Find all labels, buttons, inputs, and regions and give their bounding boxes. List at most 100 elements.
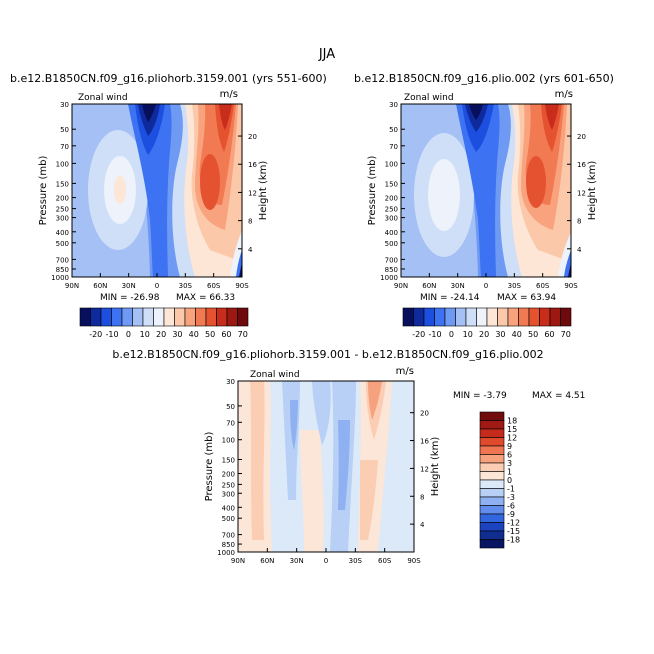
panel-left-colorbar-swatch (216, 307, 228, 327)
panel-right-colorbar-swatch (423, 307, 435, 327)
panel-right-y-axis-label: Pressure (mb) (367, 156, 378, 226)
panel-diff-height-tick-label: 12 (420, 465, 429, 473)
panel-left-colorbar-label: 70 (238, 330, 248, 339)
panel-diff-y-tick-label: 250 (222, 481, 235, 489)
panel-right-y-tick-label: 500 (385, 240, 398, 248)
panel-right-colorbar-swatch (465, 307, 477, 327)
panel-left-x-tick-label: 60S (207, 282, 221, 290)
panel-right-colorbar-swatch (497, 307, 509, 327)
panel-left-units: m/s (220, 89, 238, 100)
panel-left-height-tick-label: 8 (248, 218, 252, 226)
panel-left-height-tick-label: 20 (248, 133, 257, 141)
panel-left-y-tick-label: 500 (56, 240, 69, 248)
panel-left-variable: Zonal wind (78, 93, 128, 103)
panel-diff-colorbar-label: 1 (507, 468, 512, 477)
panel-diff-height-tick-label: 8 (420, 493, 424, 501)
panel-right-y-tick-label: 200 (385, 195, 398, 203)
panel-right-colorbar-label: 50 (528, 330, 538, 339)
panel-right-colorbar-label: 70 (561, 330, 571, 339)
panel-left-colorbar-swatch (226, 307, 238, 327)
panel-diff-colorbar-label: 3 (507, 459, 512, 468)
panel-diff-x-tick-label: 30N (290, 557, 304, 565)
panel-diff-colorbar-label: -1 (507, 485, 515, 494)
panel-right-y-tick-label: 1000 (380, 274, 398, 282)
panel-left-y-axis-label: Pressure (mb) (38, 156, 49, 226)
panel-left-colorbar-swatch (195, 307, 207, 327)
panel-right-title: b.e12.B1850CN.f09_g16.plio.002 (yrs 601-… (354, 72, 614, 85)
panel-diff-height-tick-label: 20 (420, 410, 429, 418)
panel-right-colorbar-swatch (455, 307, 467, 327)
panel-right-x-tick-label: 60N (422, 282, 436, 290)
panel-left-colorbar: -20 -10 0 10 20 30 40 50 60 70 (79, 307, 249, 339)
panel-right-y-tick-label: 250 (385, 206, 398, 214)
panel-left-y-tick-label: 100 (56, 160, 69, 168)
panel-diff-max: MAX = 4.51 (532, 391, 585, 401)
panel-diff-colorbar-label: 0 (507, 476, 512, 485)
panel-right-y-tick-label: 850 (385, 266, 398, 274)
panel-right-colorbar-label: 0 (449, 330, 454, 339)
panel-diff-colorbar-swatch (479, 428, 505, 438)
panel-right-y-tick-label: 50 (389, 126, 398, 134)
panel-diff-x-tick-label: 30S (349, 557, 363, 565)
panel-left-y-tick-label: 1000 (51, 274, 69, 282)
panel-diff-height-axis-label: Height (km) (430, 437, 441, 497)
panel-right: b.e12.B1850CN.f09_g16.plio.002 (yrs 601-… (354, 72, 614, 339)
panel-diff-x-tick-label: 90N (231, 557, 245, 565)
panel-left-colorbar-swatch (205, 307, 217, 327)
panel-diff-y-tick-label: 200 (222, 471, 235, 479)
panel-right-x-tick-label: 0 (484, 282, 488, 290)
panel-diff-y-tick-label: 30 (226, 378, 235, 386)
panel-right-x-tick-label: 30S (508, 282, 522, 290)
panel-right-y-tick-label: 100 (385, 160, 398, 168)
panel-right-colorbar-swatch (402, 307, 414, 327)
panel-right-units: m/s (555, 89, 573, 100)
panel-left-y-tick-label: 70 (60, 143, 69, 151)
panel-diff-y-tick-label: 50 (226, 403, 235, 411)
panel-left-colorbar-swatch (142, 307, 154, 327)
panel-right-height-tick-label: 16 (577, 161, 586, 169)
panel-left-min: MIN = -26.98 (100, 293, 160, 303)
panel-diff-x-tick-label: 60S (378, 557, 392, 565)
panel-left-colorbar-swatch (163, 307, 175, 327)
panel-left-colorbar-swatch (184, 307, 196, 327)
panel-diff-colorbar-swatch (479, 479, 505, 489)
panel-diff-colorbar-swatch (479, 462, 505, 472)
panel-right-x-tick-label: 90N (394, 282, 408, 290)
panel-left-colorbar-label: -20 (89, 330, 102, 339)
panel-diff-y-tick-label: 400 (222, 504, 235, 512)
panel-diff-colorbar-label: -9 (507, 510, 515, 519)
panel-diff-y-tick-label: 850 (222, 541, 235, 549)
panel-right-height-tick-label: 12 (577, 189, 586, 197)
panel-diff-y-axis-label: Pressure (mb) (204, 432, 215, 502)
panel-diff-y-tick-label: 150 (222, 456, 235, 464)
panel-left-colorbar-label: 20 (156, 330, 166, 339)
panel-right-colorbar-label: 40 (512, 330, 522, 339)
panel-right-y-tick-label: 70 (389, 143, 398, 151)
panel-left-x-tick-label: 60N (93, 282, 107, 290)
panel-left-colorbar-swatch (153, 307, 165, 327)
panel-right-colorbar-label: 10 (463, 330, 473, 339)
panel-left-colorbar-swatch (237, 307, 249, 327)
panel-left-y-tick-label: 30 (60, 101, 69, 109)
panel-diff-min: MIN = -3.79 (453, 391, 507, 401)
panel-left-y-tick-label: 250 (56, 206, 69, 214)
panel-right-colorbar-label: 30 (495, 330, 505, 339)
panel-diff-x-tick-label: 0 (324, 557, 328, 565)
panel-left-y-tick-label: 850 (56, 266, 69, 274)
panel-left-x-tick-label: 90N (65, 282, 79, 290)
panel-right-field (401, 104, 571, 277)
panel-right-y-tick-label: 300 (385, 215, 398, 223)
panel-left-field (72, 104, 242, 277)
panel-right-x-tick-label: 90S (564, 282, 578, 290)
panel-diff-y-tick-label: 70 (226, 419, 235, 427)
panel-right-axes: 90N 60N 30N 0 30S 60S 90S 30 50 70 100 150 200 250300… (367, 101, 598, 290)
panel-diff-axes: 90N 60N 30N 0 30S 60S 90S 30 50 70 100 150 200 250300… (204, 378, 441, 565)
panel-right-colorbar-label: 20 (479, 330, 489, 339)
panel-left-y-tick-label: 50 (60, 126, 69, 134)
panel-right-height-axis-label: Height (km) (587, 161, 598, 221)
panel-left-x-tick-label: 30S (179, 282, 193, 290)
panel-diff-y-tick-label: 700 (222, 532, 235, 540)
panel-diff-colorbar-label: 6 (507, 451, 512, 460)
